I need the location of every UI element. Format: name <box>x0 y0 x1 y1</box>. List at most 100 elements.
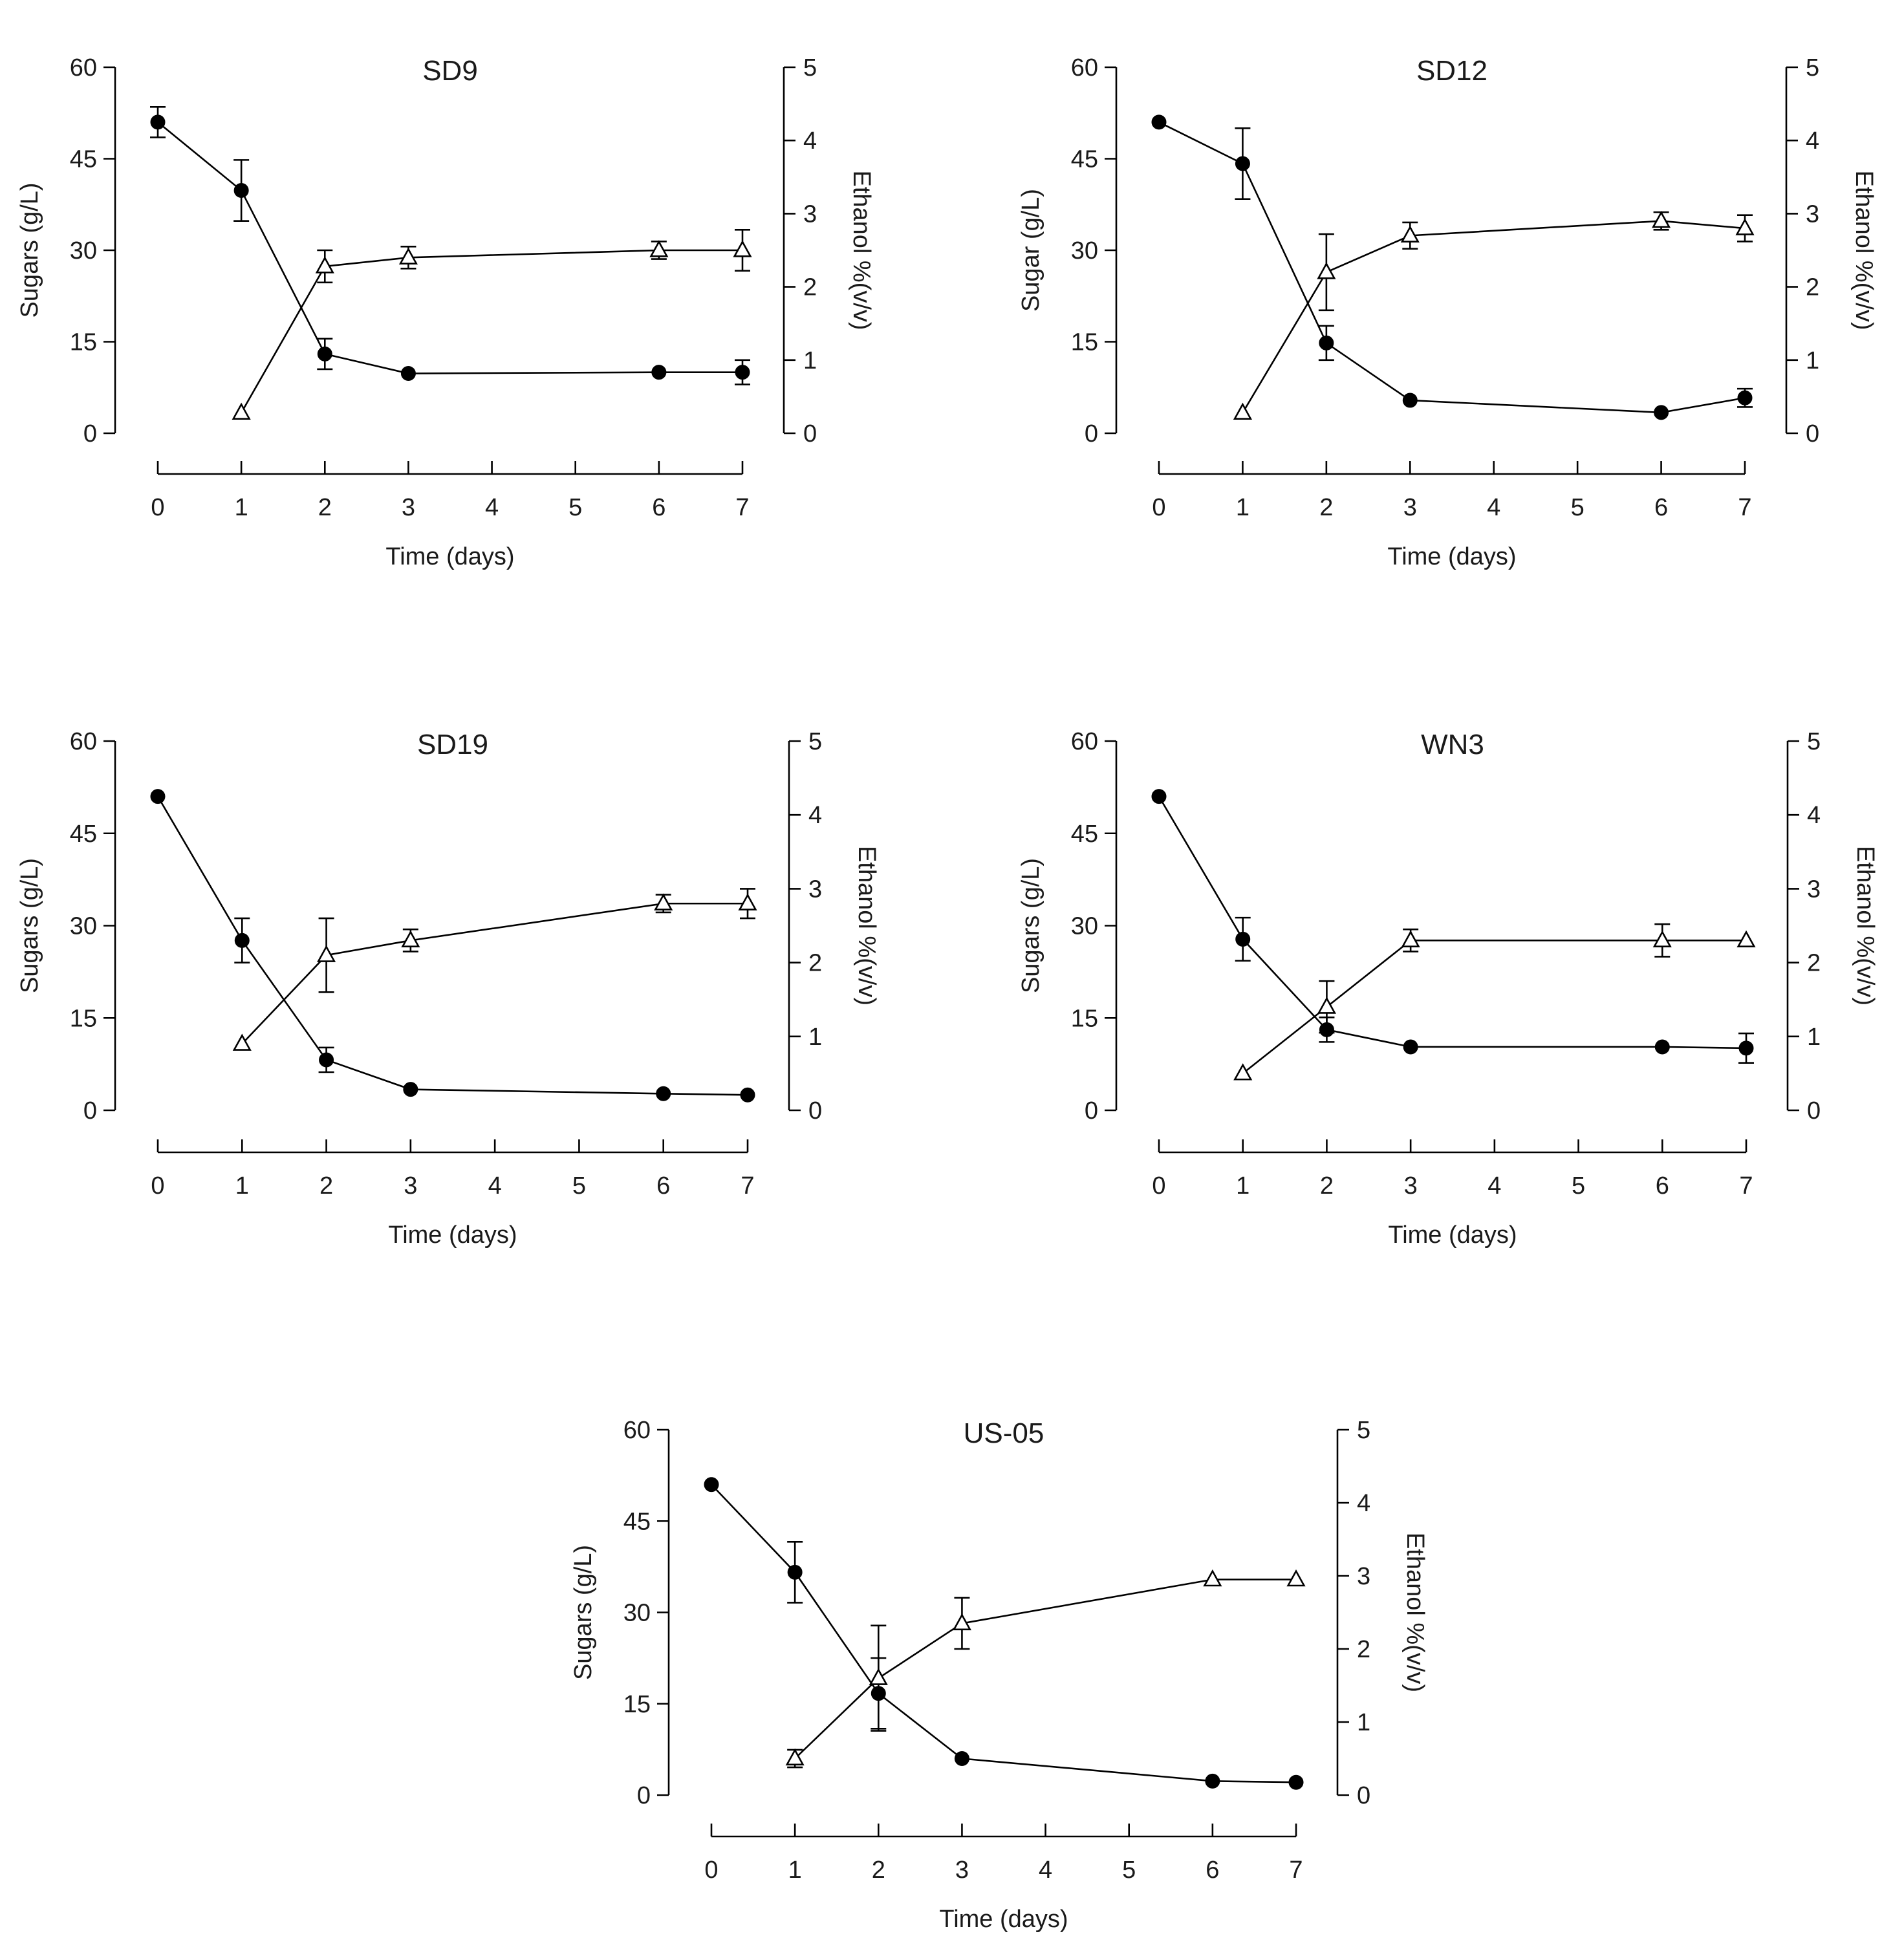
right-y-tick-label: 1 <box>1357 1709 1370 1736</box>
x-tick-label: 0 <box>1152 1172 1165 1200</box>
data-point-triangle <box>869 1668 888 1685</box>
x-tick-label: 0 <box>704 1857 718 1884</box>
right-y-axis-label: Ethanol %(v/v) <box>1852 846 1879 1006</box>
x-tick-label: 6 <box>652 494 665 521</box>
data-point-circle <box>1235 931 1251 947</box>
chart-title: WN3 <box>1421 729 1484 760</box>
x-tick-label: 4 <box>488 1172 502 1200</box>
series-line <box>1158 795 1747 1050</box>
data-point-circle <box>1654 405 1669 420</box>
x-tick-label: 3 <box>1404 1172 1418 1200</box>
left-y-tick-label: 30 <box>1071 237 1098 264</box>
right-y-tick-label: 5 <box>1806 54 1819 81</box>
data-point-triangle <box>654 893 673 910</box>
series-line <box>711 1483 1297 1783</box>
data-point-circle <box>787 1564 803 1580</box>
left-y-tick-label: 0 <box>1085 1097 1098 1125</box>
data-point-triangle <box>1736 930 1756 947</box>
x-axis-label: Time (days) <box>1388 1222 1517 1249</box>
data-point-triangle <box>1203 1569 1222 1587</box>
x-tick-label: 5 <box>1122 1857 1136 1884</box>
right-y-tick-label: 5 <box>808 728 822 755</box>
chart-title: SD12 <box>1416 55 1488 87</box>
right-y-tick-label: 3 <box>1806 200 1819 228</box>
series-line <box>1242 220 1746 413</box>
right-y-tick-label: 4 <box>808 802 822 829</box>
x-tick-label: 2 <box>1320 1172 1334 1200</box>
x-tick-label: 7 <box>735 494 749 521</box>
x-tick-label: 3 <box>402 494 415 521</box>
x-tick-label: 2 <box>1319 494 1333 521</box>
series-line <box>241 249 742 413</box>
left-y-axis-label: Sugars (g/L) <box>1017 858 1044 993</box>
data-point-circle <box>1288 1774 1304 1790</box>
right-y-tick-label: 1 <box>1807 1024 1821 1051</box>
x-axis-label: Time (days) <box>385 543 514 570</box>
data-point-triangle <box>1735 218 1755 235</box>
x-tick-label: 2 <box>319 1172 333 1200</box>
x-tick-label: 7 <box>741 1172 754 1200</box>
left-y-tick-label: 45 <box>623 1508 651 1535</box>
x-tick-label: 1 <box>235 494 248 521</box>
ethanol-series <box>232 888 757 1051</box>
right-y-tick-label: 0 <box>1806 420 1819 447</box>
x-tick-label: 6 <box>656 1172 670 1200</box>
x-tick-label: 1 <box>235 1172 249 1200</box>
right-y-tick-label: 4 <box>1807 802 1821 829</box>
left-y-tick-label: 60 <box>623 1417 651 1444</box>
x-axis-label: Time (days) <box>388 1222 517 1249</box>
data-point-circle <box>234 932 250 948</box>
data-point-triangle <box>232 1033 252 1051</box>
data-point-circle <box>740 1087 755 1103</box>
data-point-triangle <box>1233 1063 1253 1081</box>
right-y-tick-label: 5 <box>803 54 817 81</box>
data-point-triangle <box>1400 225 1420 243</box>
right-y-tick-label: 4 <box>803 127 817 155</box>
left-y-tick-label: 15 <box>70 1005 97 1032</box>
data-point-circle <box>1737 390 1753 405</box>
data-point-circle <box>1151 789 1167 804</box>
ethanol-series <box>1233 211 1755 420</box>
right-y-tick-label: 3 <box>808 876 822 903</box>
left-y-tick-label: 15 <box>623 1691 651 1718</box>
x-tick-label: 3 <box>1403 494 1417 521</box>
left-y-tick-label: 15 <box>1071 1005 1098 1032</box>
data-point-circle <box>704 1477 719 1492</box>
data-point-circle <box>317 346 332 361</box>
data-point-circle <box>233 183 249 199</box>
left-y-tick-label: 30 <box>1071 913 1098 940</box>
data-point-triangle <box>785 1748 805 1766</box>
data-point-circle <box>150 114 166 130</box>
series-line <box>794 1578 1296 1760</box>
data-point-triangle <box>1652 930 1672 947</box>
data-point-circle <box>656 1086 671 1101</box>
sugars-series <box>150 106 750 385</box>
left-y-tick-label: 60 <box>70 728 97 755</box>
right-y-tick-label: 5 <box>1357 1417 1370 1444</box>
x-tick-label: 6 <box>1206 1857 1219 1884</box>
sugars-series <box>704 1477 1304 1790</box>
series-line <box>1242 940 1746 1074</box>
right-y-tick-label: 2 <box>808 950 822 977</box>
chart-title: US-05 <box>964 1417 1044 1449</box>
x-tick-label: 4 <box>1488 1172 1501 1200</box>
x-tick-label: 3 <box>955 1857 969 1884</box>
left-y-tick-label: 0 <box>1085 420 1098 447</box>
right-y-tick-label: 0 <box>1357 1782 1370 1809</box>
left-y-tick-label: 30 <box>70 237 97 264</box>
right-y-axis-label: Ethanol %(v/v) <box>853 846 880 1006</box>
series-line <box>157 795 748 1096</box>
left-y-tick-label: 45 <box>1071 146 1098 173</box>
series-line <box>157 121 742 374</box>
x-tick-label: 6 <box>1654 494 1668 521</box>
data-point-triangle <box>1317 262 1336 279</box>
right-y-tick-label: 4 <box>1806 127 1819 155</box>
left-y-tick-label: 15 <box>1071 329 1098 356</box>
left-y-axis-label: Sugars (g/L) <box>570 1545 597 1680</box>
x-tick-label: 1 <box>788 1857 802 1884</box>
left-y-tick-label: 60 <box>1071 54 1098 81</box>
data-point-triangle <box>317 945 336 962</box>
